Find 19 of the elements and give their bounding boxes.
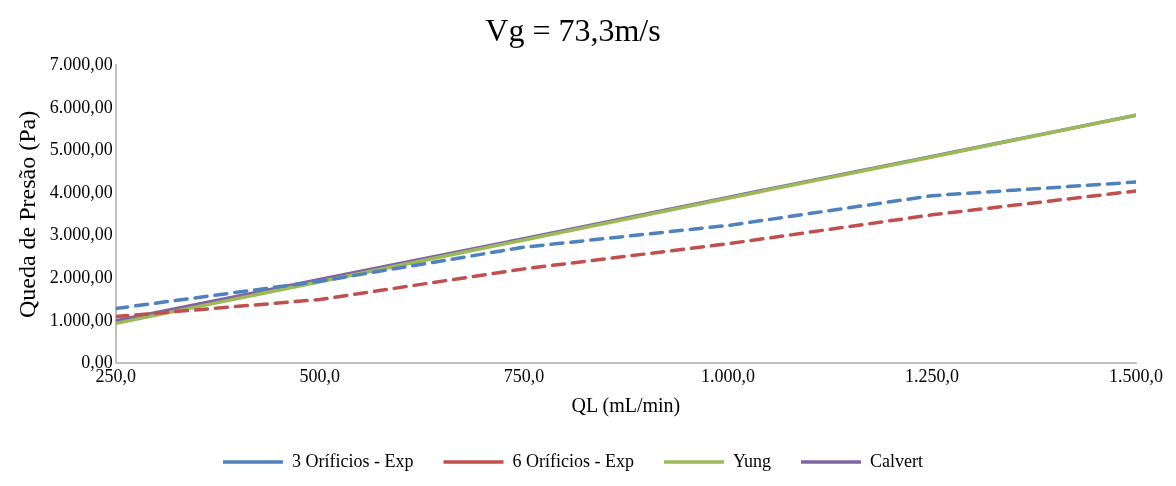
- legend-label: Calvert: [869, 450, 923, 471]
- y-tick-label: 7.000,00: [49, 54, 113, 75]
- y-tick-label: 6.000,00: [49, 96, 113, 117]
- x-tick-label: 750,0: [503, 365, 545, 386]
- x-tick-label: 1.250,0: [904, 365, 959, 386]
- x-tick-label: 500,0: [299, 365, 341, 386]
- x-tick-label: 1.500,0: [1109, 365, 1163, 386]
- y-tick-label: 1.000,00: [49, 309, 113, 330]
- y-tick-label: 3.000,00: [49, 224, 113, 245]
- y-tick-label: 5.000,00: [49, 139, 113, 160]
- x-axis-title: QL (mL/min): [571, 394, 681, 418]
- legend-label: Yung: [732, 450, 771, 471]
- legend-label: 6 Oríficios - Exp: [512, 450, 634, 471]
- y-axis-title: Queda de Presão (Pa): [13, 110, 40, 319]
- x-tick-label: 1.000,0: [700, 365, 755, 386]
- legend-label: 3 Oríficios - Exp: [292, 450, 414, 471]
- y-tick-label: 2.000,00: [49, 266, 113, 287]
- chart-title: Vg = 73,3m/s: [485, 11, 661, 48]
- y-tick-label: 4.000,00: [49, 181, 113, 202]
